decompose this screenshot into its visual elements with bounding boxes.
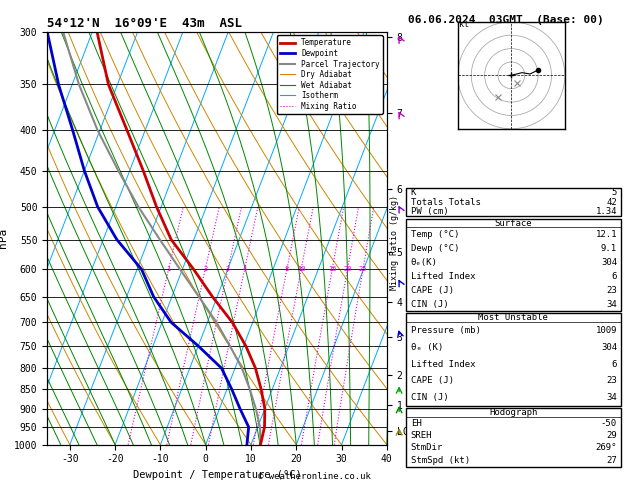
Text: 2: 2 xyxy=(203,266,208,273)
Text: Pressure (mb): Pressure (mb) xyxy=(411,326,481,335)
Text: 269°: 269° xyxy=(596,443,617,452)
Text: kt: kt xyxy=(459,20,469,29)
Text: 34: 34 xyxy=(606,393,617,402)
Text: Temp (°C): Temp (°C) xyxy=(411,230,459,239)
Text: CAPE (J): CAPE (J) xyxy=(411,376,454,385)
Text: 9.1: 9.1 xyxy=(601,244,617,253)
Text: CAPE (J): CAPE (J) xyxy=(411,286,454,295)
Text: PW (cm): PW (cm) xyxy=(411,207,448,216)
Text: EH: EH xyxy=(411,418,421,428)
Text: 34: 34 xyxy=(606,299,617,309)
Text: Most Unstable: Most Unstable xyxy=(478,313,548,322)
Text: 16: 16 xyxy=(328,266,337,273)
Text: 27: 27 xyxy=(606,456,617,465)
Text: 54°12'N  16°09'E  43m  ASL: 54°12'N 16°09'E 43m ASL xyxy=(47,17,242,30)
Y-axis label: hPa: hPa xyxy=(0,228,8,248)
Text: CIN (J): CIN (J) xyxy=(411,299,448,309)
Text: 12.1: 12.1 xyxy=(596,230,617,239)
Text: θₑ(K): θₑ(K) xyxy=(411,258,438,267)
Text: 23: 23 xyxy=(606,376,617,385)
Text: θₑ (K): θₑ (K) xyxy=(411,343,443,352)
Text: SREH: SREH xyxy=(411,431,432,440)
Text: StmSpd (kt): StmSpd (kt) xyxy=(411,456,470,465)
Text: 29: 29 xyxy=(606,431,617,440)
Text: 6: 6 xyxy=(611,272,617,281)
Text: 304: 304 xyxy=(601,258,617,267)
Text: 3: 3 xyxy=(226,266,230,273)
Text: Lifted Index: Lifted Index xyxy=(411,272,476,281)
Text: 1.34: 1.34 xyxy=(596,207,617,216)
Text: Mixing Ratio (g/kg): Mixing Ratio (g/kg) xyxy=(390,195,399,291)
Text: 06.06.2024  03GMT  (Base: 00): 06.06.2024 03GMT (Base: 00) xyxy=(408,15,603,25)
Text: Lifted Index: Lifted Index xyxy=(411,360,476,368)
Text: 6: 6 xyxy=(611,360,617,368)
Text: Surface: Surface xyxy=(494,219,532,227)
Text: 10: 10 xyxy=(297,266,305,273)
Text: 23: 23 xyxy=(606,286,617,295)
Text: 20: 20 xyxy=(343,266,352,273)
Text: Totals Totals: Totals Totals xyxy=(411,198,481,207)
Text: 5: 5 xyxy=(611,188,617,197)
Text: StmDir: StmDir xyxy=(411,443,443,452)
Text: CIN (J): CIN (J) xyxy=(411,393,448,402)
Text: 8: 8 xyxy=(285,266,289,273)
Text: Dewp (°C): Dewp (°C) xyxy=(411,244,459,253)
Y-axis label: km
ASL: km ASL xyxy=(417,229,438,247)
Text: Hodograph: Hodograph xyxy=(489,408,537,417)
Text: 4: 4 xyxy=(242,266,247,273)
Text: K: K xyxy=(411,188,416,197)
Text: 1009: 1009 xyxy=(596,326,617,335)
Text: 25: 25 xyxy=(359,266,367,273)
X-axis label: Dewpoint / Temperature (°C): Dewpoint / Temperature (°C) xyxy=(133,470,301,480)
Legend: Temperature, Dewpoint, Parcel Trajectory, Dry Adiabat, Wet Adiabat, Isotherm, Mi: Temperature, Dewpoint, Parcel Trajectory… xyxy=(277,35,383,114)
Text: -50: -50 xyxy=(601,418,617,428)
Text: 1: 1 xyxy=(167,266,170,273)
Text: 42: 42 xyxy=(606,198,617,207)
Text: 304: 304 xyxy=(601,343,617,352)
Text: © weatheronline.co.uk: © weatheronline.co.uk xyxy=(258,472,371,481)
